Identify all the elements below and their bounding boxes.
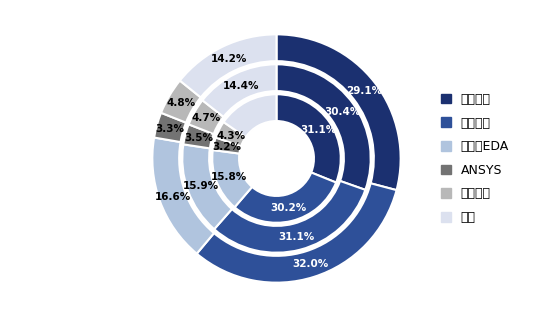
Wedge shape: [154, 113, 186, 142]
Text: 16.6%: 16.6%: [154, 192, 191, 202]
Text: 30.2%: 30.2%: [270, 203, 307, 213]
Text: 14.2%: 14.2%: [211, 54, 247, 64]
Wedge shape: [180, 34, 276, 97]
Text: 4.8%: 4.8%: [166, 98, 195, 108]
Wedge shape: [216, 122, 246, 146]
Wedge shape: [189, 100, 223, 134]
Wedge shape: [161, 81, 201, 123]
Wedge shape: [223, 94, 276, 137]
Text: 31.1%: 31.1%: [279, 232, 315, 242]
Text: 14.4%: 14.4%: [223, 81, 259, 91]
Wedge shape: [213, 138, 241, 153]
Wedge shape: [202, 64, 276, 117]
Wedge shape: [197, 183, 397, 283]
Text: 3.5%: 3.5%: [184, 133, 213, 143]
Wedge shape: [276, 94, 341, 183]
Wedge shape: [276, 64, 371, 190]
Wedge shape: [276, 34, 401, 190]
Text: 15.9%: 15.9%: [182, 181, 218, 191]
Text: 15.8%: 15.8%: [211, 171, 247, 182]
Legend: 新思科技, 锂腾电子, 西门子EDA, ANSYS, 是德科技, 其他: 新思科技, 锂腾电子, 西门子EDA, ANSYS, 是德科技, 其他: [441, 93, 509, 224]
Text: 3.3%: 3.3%: [155, 124, 184, 133]
Wedge shape: [212, 150, 252, 207]
Wedge shape: [152, 138, 214, 254]
Text: 29.1%: 29.1%: [346, 86, 382, 96]
Text: 32.0%: 32.0%: [292, 259, 328, 269]
Text: 31.1%: 31.1%: [300, 125, 337, 135]
Text: 4.7%: 4.7%: [192, 113, 221, 123]
Wedge shape: [182, 144, 232, 229]
Text: 30.4%: 30.4%: [324, 107, 361, 117]
Wedge shape: [234, 172, 336, 223]
Text: 4.3%: 4.3%: [217, 131, 246, 140]
Text: 3.2%: 3.2%: [212, 142, 242, 152]
Wedge shape: [184, 124, 213, 148]
Wedge shape: [214, 181, 366, 253]
